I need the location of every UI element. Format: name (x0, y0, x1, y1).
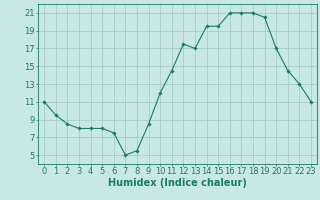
X-axis label: Humidex (Indice chaleur): Humidex (Indice chaleur) (108, 178, 247, 188)
